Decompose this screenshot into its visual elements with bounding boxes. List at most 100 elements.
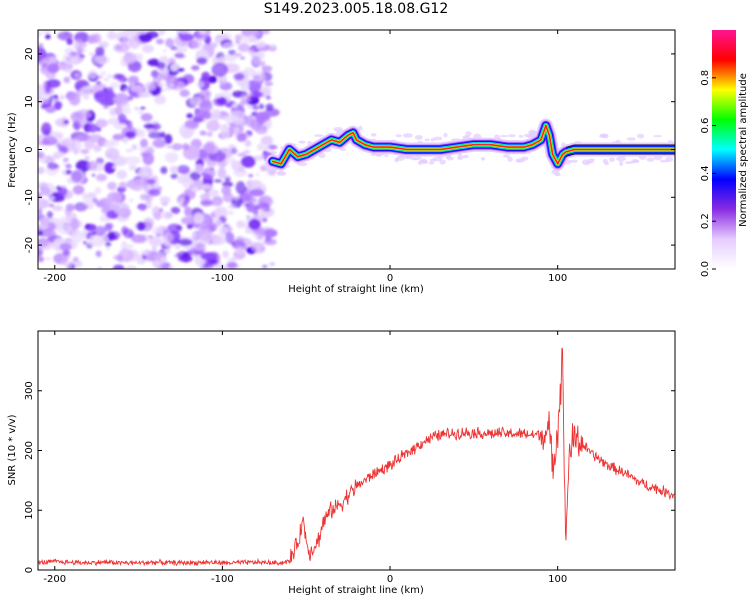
noise-blob (106, 191, 122, 204)
noise-blob (259, 207, 275, 218)
noise-blob (191, 186, 199, 192)
noise-blob (95, 250, 102, 258)
ridge-halo (457, 152, 463, 159)
noise-blob (223, 174, 231, 179)
noise-blob (236, 220, 245, 229)
ridge-halo (462, 154, 469, 159)
y-tick-label: 100 (24, 501, 35, 520)
noise-blob (229, 110, 245, 121)
noise-blob (261, 65, 273, 73)
noise-blob (252, 155, 263, 161)
noise-blob (198, 228, 213, 242)
noise-blob (56, 143, 61, 148)
noise-blob (269, 262, 276, 266)
noise-blob (232, 257, 238, 262)
noise-blob (72, 119, 81, 131)
noise-blob (106, 86, 114, 94)
noise-blob (234, 34, 243, 40)
noise-blob (143, 177, 149, 186)
noise-blob (143, 82, 157, 91)
noise-blob (215, 219, 222, 227)
noise-blob (186, 113, 193, 119)
ridge-halo (515, 158, 525, 163)
noise-blob (164, 242, 172, 247)
noise-blob (137, 129, 146, 138)
noise-blob (201, 71, 210, 81)
noise-blob (105, 147, 120, 160)
noise-blob (79, 87, 92, 96)
ridge-halo (554, 172, 561, 177)
noise-blob (182, 143, 190, 151)
noise-blob (107, 181, 117, 191)
noise-blob (240, 56, 245, 60)
noise-blob (230, 147, 238, 155)
noise-blob (140, 113, 153, 122)
noise-blob (269, 44, 276, 50)
noise-blob (145, 31, 159, 39)
noise-blob (211, 235, 227, 246)
noise-blob (221, 186, 231, 196)
noise-blob (127, 244, 134, 249)
noise-blob (125, 131, 136, 139)
noise-blob (85, 223, 91, 228)
noise-blob (113, 202, 130, 216)
noise-blob (184, 120, 199, 129)
noise-blob (248, 80, 254, 85)
noise-blob (38, 166, 45, 174)
ridge-halo (619, 160, 624, 166)
noise-blob (38, 151, 45, 159)
noise-blob (262, 150, 268, 155)
noise-blob (250, 71, 266, 82)
noise-blob (83, 192, 97, 207)
snr-y-ticks: 0 100 200 300 (24, 381, 675, 573)
noise-blob (94, 90, 112, 104)
noise-blob (176, 165, 190, 174)
noise-blob (116, 169, 128, 180)
noise-blob (248, 218, 261, 230)
noise-blob (228, 49, 236, 56)
ridge-halo (433, 136, 443, 141)
noise-blob (216, 96, 227, 105)
noise-blob (84, 156, 90, 161)
noise-blob (199, 100, 213, 113)
noise-blob (191, 232, 197, 238)
noise-blob (202, 183, 212, 190)
ridge-halo (446, 156, 454, 161)
noise-blob (46, 135, 56, 142)
noise-blob (176, 225, 183, 230)
noise-blob (209, 189, 220, 198)
noise-blob (165, 38, 175, 48)
colorbar-ticks: 0.0 0.2 0.4 0.6 0.8 (700, 70, 716, 277)
noise-blob (261, 135, 274, 146)
noise-blob (211, 62, 229, 77)
noise-blob (49, 203, 55, 208)
noise-blob (177, 238, 193, 246)
noise-blob (97, 266, 102, 269)
x-tick-label: 100 (548, 574, 567, 585)
noise-blob (192, 239, 207, 251)
snr-x-ticks: -200 -100 0 100 (43, 331, 567, 585)
noise-blob (38, 134, 44, 143)
noise-blob (222, 181, 234, 188)
noise-blob (264, 81, 274, 87)
noise-blob (258, 103, 264, 110)
noise-blob (225, 232, 235, 244)
noise-blob (123, 156, 141, 165)
noise-blob (202, 167, 216, 180)
y-tick-label: 20 (24, 48, 35, 61)
noise-blob (263, 145, 270, 151)
noise-blob (250, 179, 262, 188)
noise-blob (255, 127, 268, 135)
noise-blob (164, 248, 171, 254)
snr-panel: -200 -100 0 100 0 100 200 300 Height of straig… (7, 330, 676, 596)
snr-series-line (38, 347, 675, 567)
noise-blob (107, 74, 112, 78)
noise-blob (86, 123, 99, 133)
noise-blob (196, 57, 208, 65)
spectrogram-x-ticks: -200 -100 0 100 (43, 30, 567, 284)
noise-blob (157, 82, 166, 87)
noise-blob (112, 133, 125, 141)
noise-blob (206, 120, 220, 132)
noise-blob (110, 81, 120, 89)
noise-blob (130, 85, 144, 92)
